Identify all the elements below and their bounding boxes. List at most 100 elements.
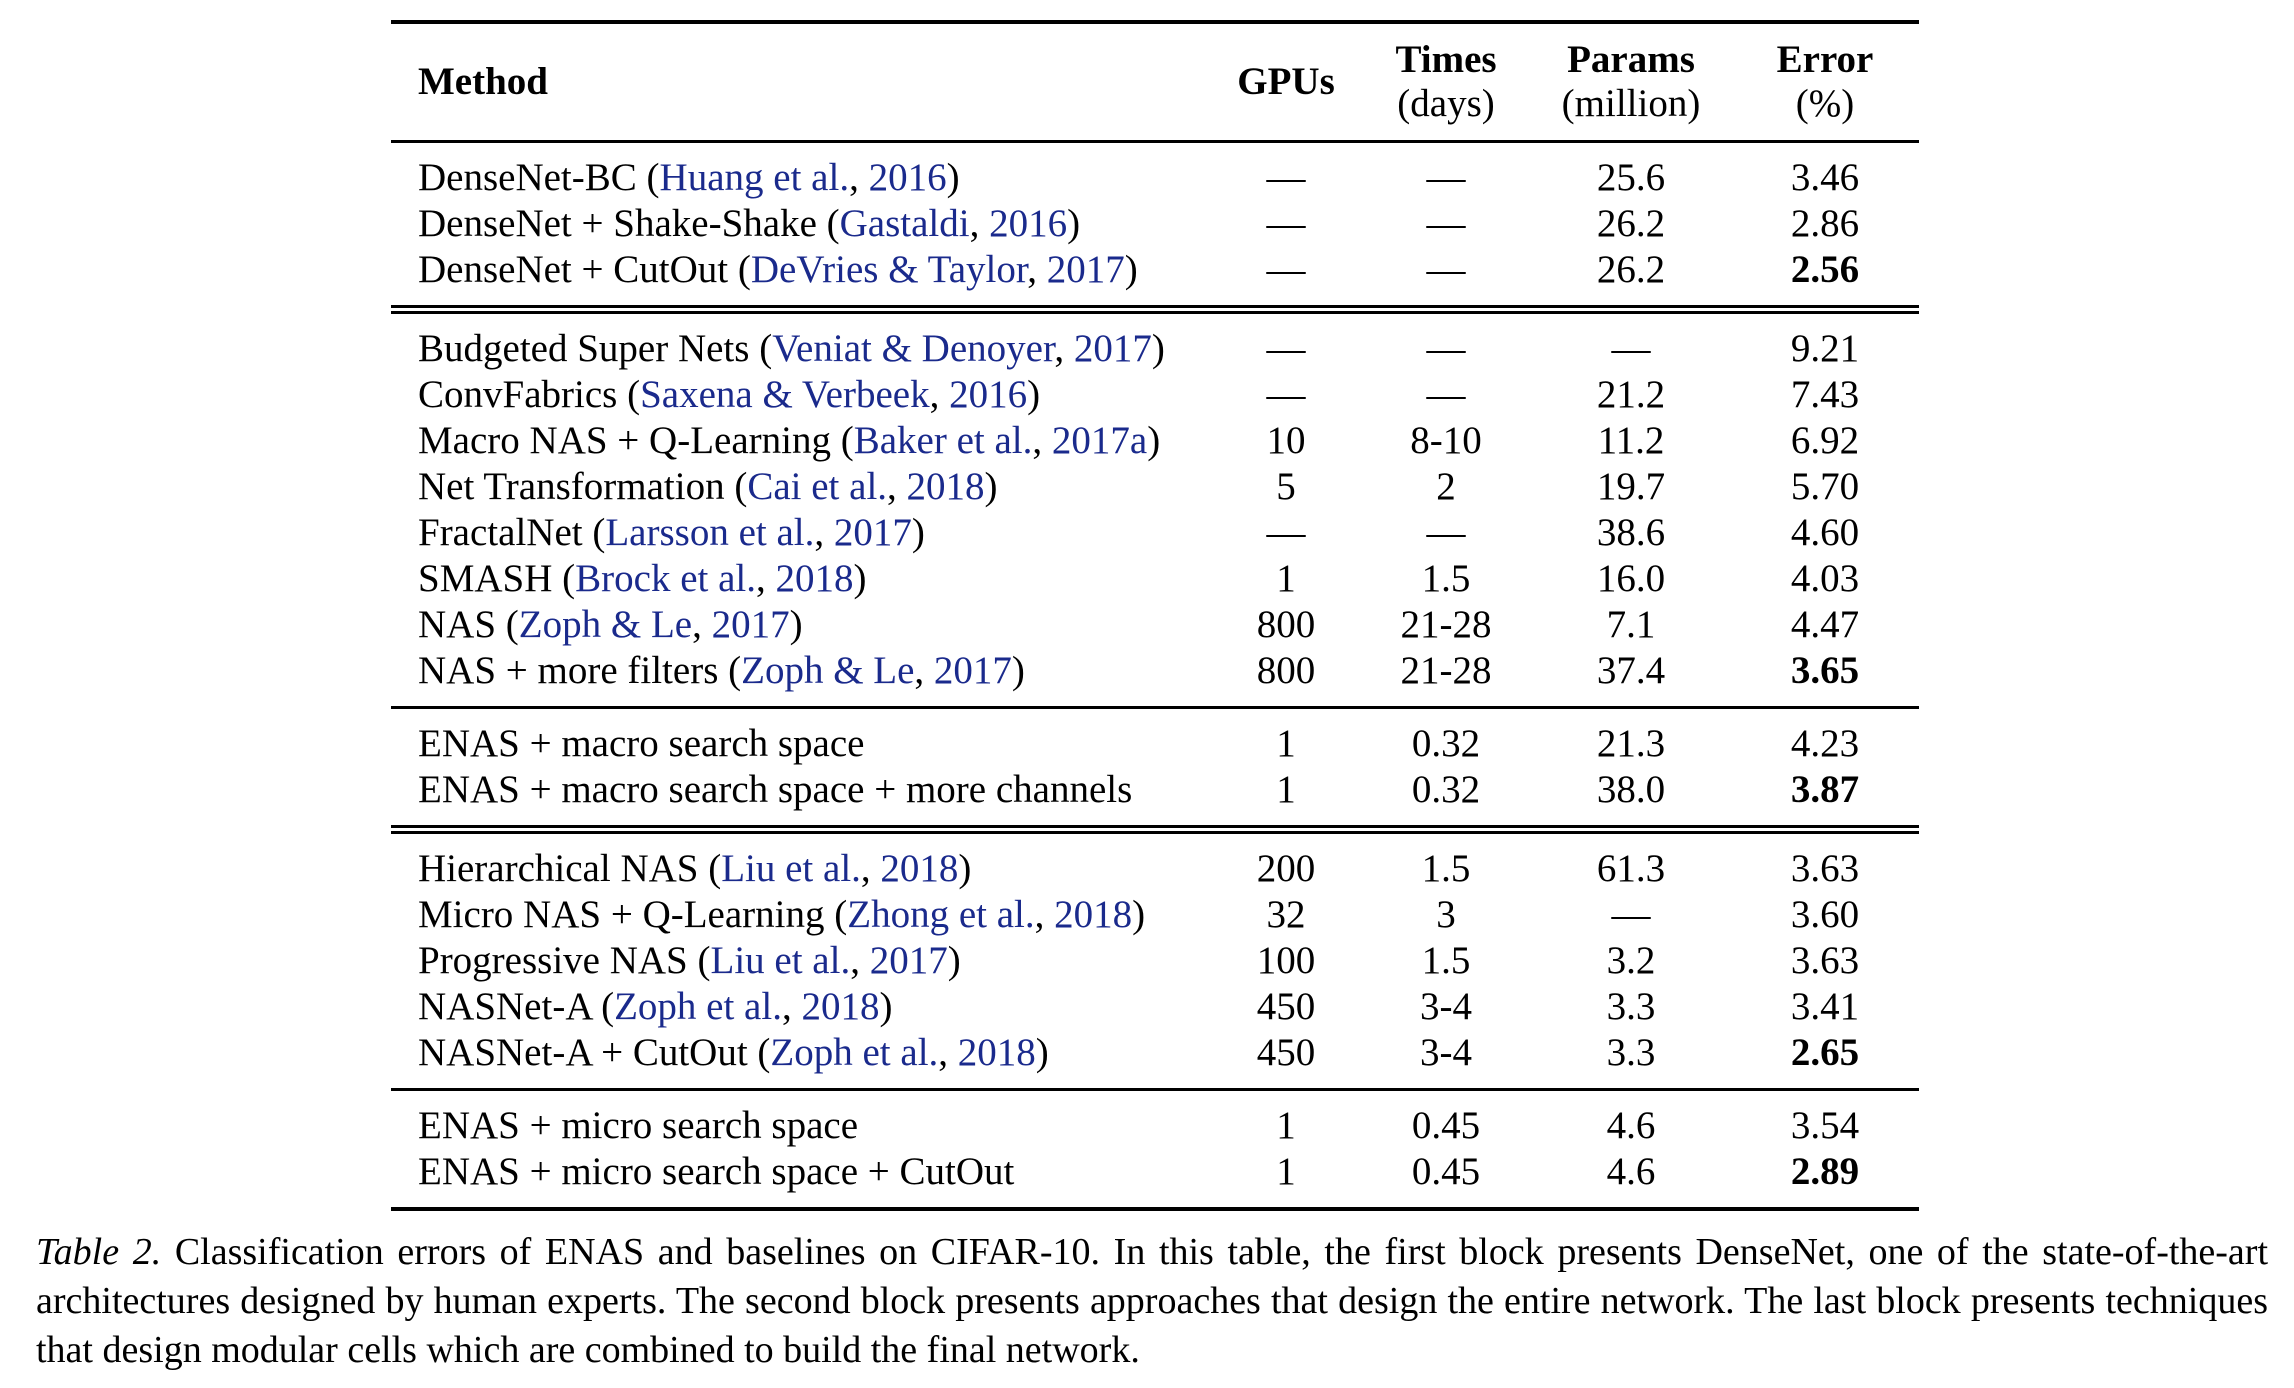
citation-close: )	[1151, 327, 1165, 370]
error-cell: 3.41	[1790, 985, 1860, 1028]
method-name: Budgeted Super Nets	[418, 327, 750, 370]
citation-close: )	[853, 557, 867, 600]
table-caption: Table 2. Classification errors of ENAS a…	[36, 1228, 2268, 1375]
method-cell: NASNet-A (Zoph et al., 2018)	[391, 984, 1211, 1030]
citation-link[interactable]: Cai et al.	[747, 465, 888, 508]
citation-year[interactable]: 2018	[880, 847, 959, 890]
citation-year[interactable]: 2018	[801, 985, 880, 1028]
citation-year[interactable]: 2018	[1054, 893, 1133, 936]
citation-link[interactable]: Liu et al.	[710, 939, 851, 982]
times-cell: 8-10	[1410, 419, 1482, 462]
gpus-cell: 10	[1266, 419, 1306, 462]
citation-link[interactable]: Larsson et al.	[605, 511, 815, 554]
citation-year[interactable]: 2018	[775, 557, 854, 600]
table-row: Hierarchical NAS (Liu et al., 2018) 200 1.…	[391, 830, 1919, 893]
citation-open: (	[728, 248, 751, 291]
citation-year[interactable]: 2017a	[1051, 419, 1148, 462]
table-header: Method GPUs Times (days) Params (million…	[391, 22, 1919, 142]
citation-link[interactable]: Baker et al.	[853, 419, 1033, 462]
params-cell: 19.7	[1596, 465, 1666, 508]
citation-year[interactable]: 2017	[1073, 327, 1152, 370]
citation-link[interactable]: Zoph & Le	[741, 649, 915, 692]
method-cell: Micro NAS + Q-Learning (Zhong et al., 20…	[391, 892, 1211, 938]
citation-year[interactable]: 2017	[869, 939, 948, 982]
gpus-cell: 5	[1276, 465, 1296, 508]
citation-link[interactable]: Veniat & Denoyer	[772, 327, 1055, 370]
times-cell: 3-4	[1420, 1031, 1472, 1074]
params-cell: 21.2	[1596, 373, 1666, 416]
table-block-4: Hierarchical NAS (Liu et al., 2018) 200 1.…	[391, 829, 1919, 1090]
gpus-cell: 200	[1256, 847, 1316, 890]
citation-year[interactable]: 2016	[868, 156, 947, 199]
error-cell: 3.65	[1790, 649, 1860, 692]
table-row: NASNet-A (Zoph et al., 2018) 450 3-4 3.3 3.4…	[391, 984, 1919, 1030]
citation-year[interactable]: 2016	[949, 373, 1028, 416]
citation-close: )	[911, 511, 925, 554]
times-cell: 21-28	[1400, 603, 1492, 646]
citation-separator: ,	[850, 939, 870, 982]
method-cell: Hierarchical NAS (Liu et al., 2018)	[391, 830, 1211, 893]
params-cell: 25.6	[1596, 156, 1666, 199]
results-table-container: Method GPUs Times (days) Params (million…	[391, 20, 1919, 1211]
citation-open: (	[698, 847, 722, 890]
times-cell: 3-4	[1420, 985, 1472, 1028]
citation-year[interactable]: 2017	[933, 649, 1012, 692]
header-gpus: GPUs	[1237, 60, 1335, 103]
citation-year[interactable]: 2017	[1046, 248, 1125, 291]
error-cell: 4.03	[1790, 557, 1860, 600]
citation-link[interactable]: Zoph et al.	[614, 985, 782, 1028]
citation-open: (	[552, 557, 576, 600]
params-cell: 3.3	[1606, 1031, 1656, 1074]
times-cell: —	[1426, 156, 1466, 199]
citation-link[interactable]: Zoph & Le	[518, 603, 693, 646]
citation-year[interactable]: 2018	[906, 465, 985, 508]
citation-open: (	[636, 156, 660, 199]
citation-link[interactable]: Saxena & Verbeek	[640, 373, 930, 416]
times-cell: —	[1426, 202, 1466, 245]
citation-link[interactable]: Huang et al.	[659, 156, 850, 199]
error-cell: 6.92	[1790, 419, 1860, 462]
gpus-cell: 450	[1256, 985, 1316, 1028]
citation-link[interactable]: Brock et al.	[575, 557, 756, 600]
citation-close: )	[1124, 248, 1138, 291]
citation-year[interactable]: 2016	[989, 202, 1068, 245]
times-cell: 1.5	[1421, 939, 1471, 982]
citation-link[interactable]: Zoph et al.	[770, 1031, 939, 1074]
error-cell: 9.21	[1790, 327, 1860, 370]
method-name: Net Transformation	[418, 465, 725, 508]
citation-separator: ,	[781, 985, 802, 1028]
params-cell: 4.6	[1606, 1150, 1656, 1193]
method-name: SMASH	[418, 557, 553, 600]
times-cell: —	[1426, 248, 1466, 291]
table-row: FractalNet (Larsson et al., 2017) — — 38.6 4…	[391, 510, 1919, 556]
citation-link[interactable]: DeVries & Taylor	[750, 248, 1028, 291]
citation-separator: ,	[1034, 893, 1055, 936]
method-cell: NAS (Zoph & Le, 2017)	[391, 602, 1211, 648]
table-block-5: ENAS + micro search space 1 0.45 4.6 3.54 ENA…	[391, 1089, 1919, 1209]
citation-separator: ,	[938, 1031, 958, 1074]
method-cell: SMASH (Brock et al., 2018)	[391, 556, 1211, 602]
table-row: DenseNet + Shake-Shake (Gastaldi, 2016) —…	[391, 201, 1919, 247]
method-name: FractalNet	[418, 511, 583, 554]
citation-link[interactable]: Liu et al.	[721, 847, 861, 890]
citation-year[interactable]: 2017	[833, 511, 912, 554]
times-cell: 1.5	[1421, 557, 1471, 600]
citation-link[interactable]: Gastaldi	[839, 202, 970, 245]
method-name: ENAS + macro search space	[418, 722, 865, 765]
table-row: Macro NAS + Q-Learning (Baker et al., 20…	[391, 418, 1919, 464]
header-params-label: Params	[1567, 38, 1695, 81]
method-name: DenseNet-BC	[418, 156, 637, 199]
method-name: ConvFabrics	[418, 373, 618, 416]
method-name: ENAS + macro search space + more channel…	[418, 768, 1133, 811]
header-error: Error (%)	[1731, 22, 1919, 142]
citation-year[interactable]: 2017	[711, 603, 790, 646]
citation-open: (	[724, 465, 748, 508]
citation-link[interactable]: Zhong et al.	[847, 893, 1035, 936]
method-name: DenseNet + Shake-Shake	[418, 202, 817, 245]
citation-close: )	[946, 156, 960, 199]
results-table: Method GPUs Times (days) Params (million…	[391, 20, 1919, 1211]
citation-close: )	[1132, 893, 1146, 936]
citation-close: )	[789, 603, 803, 646]
times-cell: 0.45	[1411, 1150, 1481, 1193]
citation-year[interactable]: 2018	[957, 1031, 1036, 1074]
